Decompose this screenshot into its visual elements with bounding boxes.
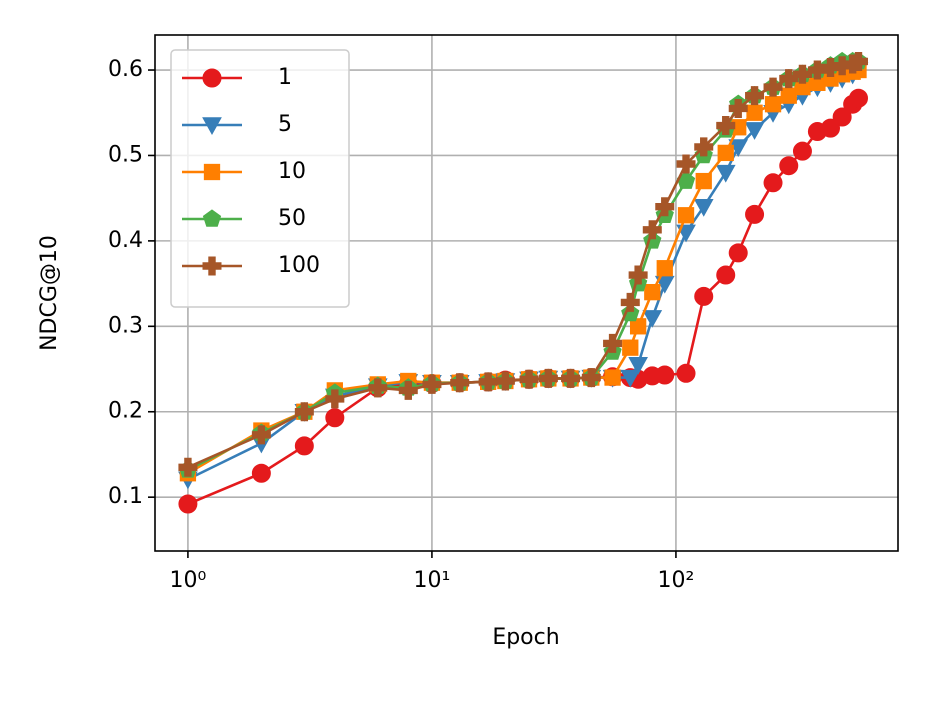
marker (398, 380, 418, 400)
marker (676, 363, 696, 383)
marker (807, 60, 827, 80)
marker (251, 425, 271, 445)
marker (694, 286, 714, 306)
marker (202, 256, 222, 276)
marker (325, 408, 345, 428)
marker (538, 368, 558, 388)
marker (655, 197, 675, 217)
marker (642, 310, 663, 328)
marker (368, 378, 388, 398)
marker (728, 243, 748, 263)
marker (629, 318, 647, 335)
marker (202, 209, 222, 227)
marker (656, 260, 673, 277)
marker (621, 303, 640, 322)
marker (744, 122, 765, 140)
marker (450, 373, 470, 393)
marker (422, 374, 442, 394)
marker (620, 369, 641, 388)
marker (676, 154, 696, 174)
legend-box (170, 49, 350, 308)
marker (695, 172, 712, 190)
marker (620, 292, 640, 312)
legend-label: 100 (278, 253, 320, 278)
marker (478, 372, 498, 392)
y-tick-label: 0.4 (108, 228, 143, 253)
marker (622, 339, 639, 356)
marker (848, 88, 868, 108)
marker (780, 87, 797, 104)
y-tick-label: 0.3 (108, 313, 143, 338)
marker (628, 265, 648, 285)
marker (202, 117, 222, 136)
y-tick-label: 0.6 (108, 57, 143, 82)
x-tick-label: 10⁰ (170, 568, 207, 593)
marker (848, 51, 868, 71)
marker (746, 104, 763, 121)
marker (779, 69, 799, 89)
marker (561, 368, 581, 388)
marker (604, 369, 621, 386)
plot-area (178, 51, 869, 514)
marker (519, 369, 539, 389)
marker (644, 283, 661, 301)
plot-frame (154, 34, 899, 552)
marker (203, 163, 221, 181)
marker (693, 199, 714, 217)
legend-label: 1 (278, 65, 292, 90)
marker (763, 77, 783, 97)
marker (792, 141, 812, 161)
y-tick-label: 0.5 (108, 142, 143, 167)
y-tick-label: 0.1 (108, 484, 143, 509)
marker (202, 68, 222, 88)
x-tick-label: 10¹ (414, 568, 451, 593)
marker (642, 220, 662, 240)
marker (655, 365, 675, 385)
marker (821, 118, 841, 138)
x-axis-label: Epoch (492, 625, 559, 650)
marker (832, 107, 852, 127)
x-tick-label: 10² (658, 568, 695, 593)
marker (716, 265, 736, 285)
marker (715, 164, 736, 183)
marker (745, 86, 765, 106)
marker (581, 368, 601, 388)
marker (717, 144, 734, 162)
marker (294, 436, 314, 456)
marker (628, 357, 648, 375)
y-axis-label: NDCG@10 (37, 235, 62, 351)
legend-label: 50 (278, 206, 306, 231)
marker (716, 116, 736, 136)
marker (294, 402, 314, 422)
marker (251, 463, 271, 483)
marker (495, 371, 515, 391)
legend-label: 5 (278, 112, 292, 137)
marker (694, 137, 714, 157)
marker (745, 204, 765, 224)
marker (603, 333, 623, 353)
y-tick-label: 0.2 (108, 399, 143, 424)
marker (325, 389, 345, 409)
marker (728, 98, 748, 118)
marker (178, 457, 198, 477)
marker (763, 173, 783, 193)
marker (764, 96, 782, 113)
legend-label: 10 (278, 159, 306, 184)
marker (792, 64, 812, 84)
marker (779, 156, 799, 176)
marker (677, 207, 695, 224)
marker (178, 494, 198, 514)
